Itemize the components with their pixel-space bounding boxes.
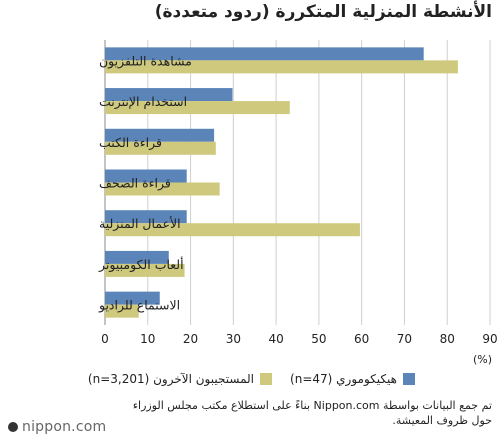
legend: هيكيكوموري (n=47) المستجيبون الآخرون (n=…	[0, 372, 500, 392]
x-tick-label: 50	[311, 332, 326, 346]
bar-hikikomori-3	[105, 169, 187, 183]
category-label: مشاهدة التلفزيون	[99, 53, 192, 69]
x-tick-label: 10	[140, 332, 155, 346]
bar-hikikomori-5	[105, 250, 169, 264]
bar-hikikomori-2	[105, 128, 215, 142]
category-label: قراءة الصحف	[99, 176, 171, 192]
bar-other-3	[105, 182, 220, 196]
bar-hikikomori-6	[105, 291, 160, 305]
chart-title: الأنشطة المنزلية المتكررة (ردود متعددة)	[154, 2, 492, 22]
bar-other-4	[105, 223, 360, 237]
category-label: الاستماع للراديو	[98, 298, 180, 314]
logo-text: nippon.com	[22, 419, 107, 435]
category-label: ألعاب الكومبيوتر	[98, 256, 184, 273]
bar-other-0	[105, 60, 458, 74]
bar-other-5	[105, 263, 185, 277]
legend-swatch-other-respondents	[260, 373, 272, 385]
legend-label-other-respondents: المستجيبون الآخرون (n=3,201)	[87, 372, 254, 386]
logo-dot-icon	[8, 422, 18, 432]
x-tick-label: 80	[440, 332, 455, 346]
bar-hikikomori-1	[105, 88, 233, 102]
bar-hikikomori-0	[105, 47, 424, 61]
category-label: الأعمال المنزلية	[99, 216, 181, 232]
legend-label-hikikomori: هيكيكوموري (n=47)	[290, 372, 397, 386]
category-label: استخدام الإنترنت	[99, 94, 187, 110]
legend-swatch-hikikomori	[403, 373, 415, 385]
bar-hikikomori-4	[105, 210, 187, 224]
source-note: تم جمع البيانات بواسطة Nippon.com بناءً …	[132, 399, 492, 427]
bar-other-2	[105, 141, 216, 155]
x-tick-label: 60	[354, 332, 369, 346]
bar-chart: 0 10 20 30 40 50 60 70 80 90 (%) مشاهدة التلفزيون اس…	[98, 40, 498, 366]
category-label: قراءة الكتب	[99, 135, 162, 151]
legend-item-other-respondents: المستجيبون الآخرون (n=3,201)	[88, 372, 272, 386]
x-tick-label: 30	[226, 332, 241, 346]
x-tick-label: 0	[101, 332, 109, 346]
x-tick-label: 40	[268, 332, 283, 346]
x-tick-label: 70	[397, 332, 412, 346]
nippon-logo: nippon.com	[8, 419, 106, 435]
x-tick-label: 20	[183, 332, 198, 346]
bar-other-6	[105, 304, 139, 318]
x-unit-label: (%)	[473, 353, 492, 366]
x-tick-label: 90	[482, 332, 497, 346]
bar-other-1	[105, 101, 290, 115]
legend-item-hikikomori: هيكيكوموري (n=47)	[290, 372, 415, 386]
